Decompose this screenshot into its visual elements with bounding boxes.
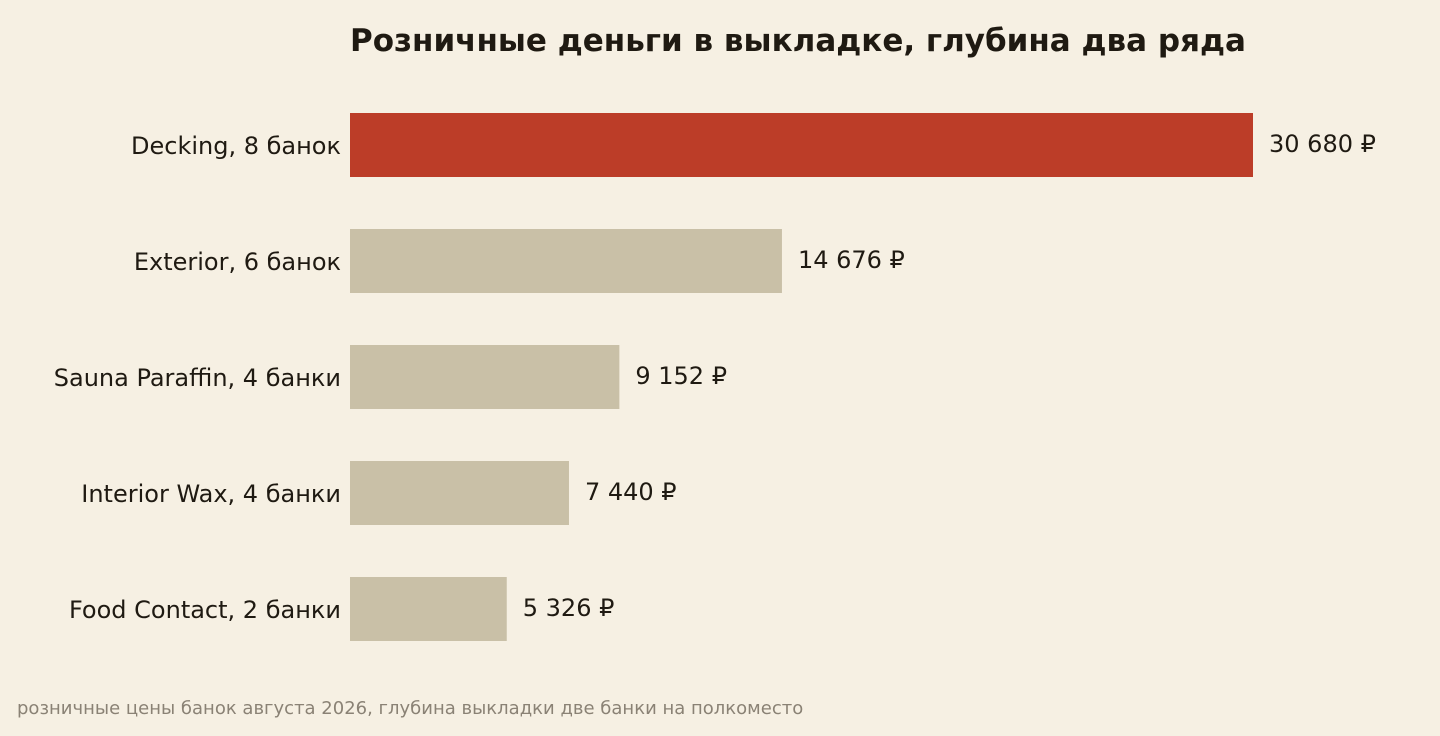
bar-1 [350, 229, 782, 293]
category-label-4: Food Contact, 2 банки [69, 596, 341, 624]
value-label-0: 30 680 ₽ [1269, 130, 1376, 158]
bar-4 [350, 577, 507, 641]
value-label-4: 5 326 ₽ [523, 594, 615, 622]
bar-0 [350, 113, 1253, 177]
category-label-1: Exterior, 6 банок [134, 248, 341, 276]
chart-title: Розничные деньги в выкладке, глубина два… [350, 23, 1246, 59]
bars-group: Decking, 8 банок 30 680 ₽ Exterior, 6 бано… [54, 113, 1376, 641]
value-label-1: 14 676 ₽ [798, 246, 905, 274]
category-label-3: Interior Wax, 4 банки [81, 480, 341, 508]
category-label-2: Sauna Paraffin, 4 банки [54, 364, 341, 392]
bar-3 [350, 461, 569, 525]
category-label-0: Decking, 8 банок [131, 132, 341, 160]
value-label-2: 9 152 ₽ [635, 362, 727, 390]
bar-2 [350, 345, 620, 409]
chart-footnote: розничные цены банок августа 2026, глуби… [17, 698, 803, 719]
value-label-3: 7 440 ₽ [585, 478, 677, 506]
